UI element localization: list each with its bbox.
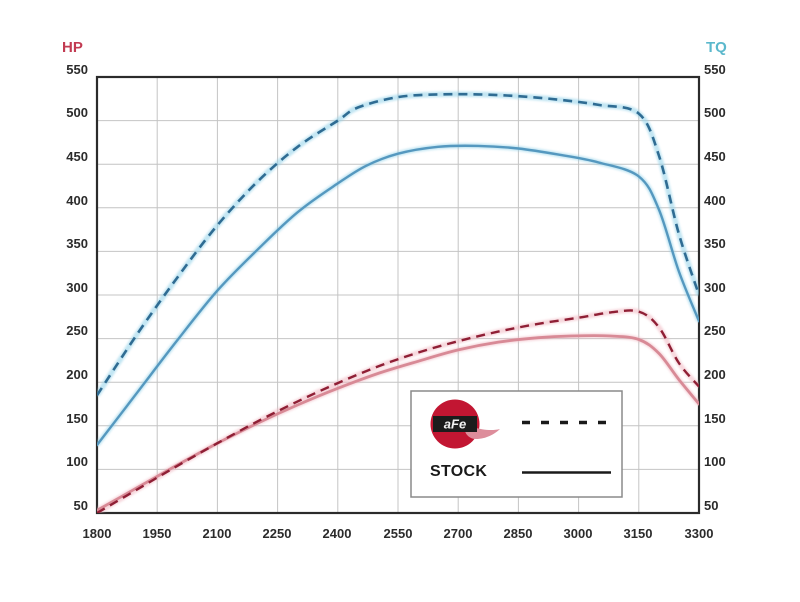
svg-text:aFe: aFe [444, 417, 466, 432]
